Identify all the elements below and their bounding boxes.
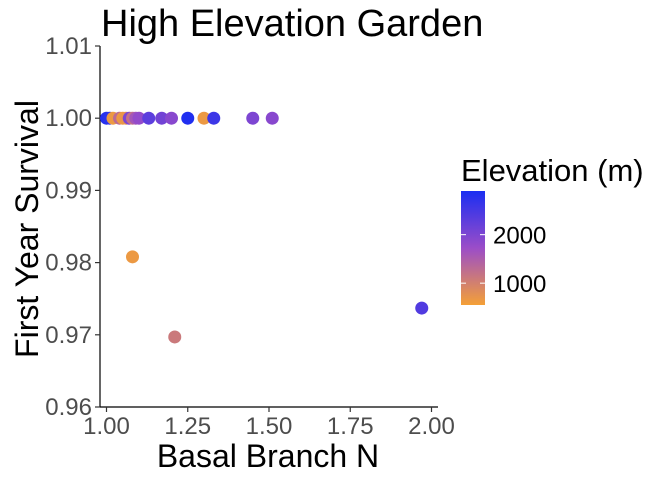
y-tick-label: 1.01 bbox=[45, 33, 92, 60]
x-tick-label: 1.25 bbox=[164, 413, 211, 440]
data-point bbox=[207, 111, 221, 125]
legend-tick-label: 1000 bbox=[493, 271, 546, 298]
data-point bbox=[246, 111, 260, 125]
axes bbox=[99, 46, 438, 408]
y-tick-label: 1.00 bbox=[45, 105, 92, 132]
x-ticks: 1.00 1.25 1.50 1.75 2.00 bbox=[83, 407, 455, 440]
data-point bbox=[165, 111, 178, 125]
y-ticks: 0.96 0.97 0.98 0.99 1.00 1.01 bbox=[45, 33, 100, 421]
x-tick-label: 1.75 bbox=[327, 413, 374, 440]
legend-ticks: 2000 1000 bbox=[461, 223, 546, 298]
data-point bbox=[181, 111, 195, 125]
x-tick-label: 1.00 bbox=[83, 413, 130, 440]
data-point bbox=[197, 111, 211, 125]
y-tick-label: 0.99 bbox=[45, 177, 92, 204]
y-tick-label: 0.97 bbox=[45, 322, 92, 349]
legend-tick-label: 2000 bbox=[493, 223, 546, 250]
data-point bbox=[168, 330, 182, 344]
data-point bbox=[155, 111, 169, 125]
data-points bbox=[100, 111, 429, 344]
x-tick-label: 2.00 bbox=[408, 413, 455, 440]
legend: Elevation (m) 2000 1000 bbox=[461, 153, 644, 305]
legend-colorbar bbox=[461, 191, 485, 305]
chart-title: High Elevation Garden bbox=[101, 3, 483, 45]
y-tick-label: 0.96 bbox=[45, 394, 92, 421]
x-tick-label: 1.50 bbox=[246, 413, 293, 440]
x-axis-title: Basal Branch N bbox=[157, 438, 379, 474]
data-point bbox=[126, 250, 139, 264]
data-point bbox=[415, 301, 429, 315]
data-point bbox=[265, 111, 279, 125]
legend-title: Elevation (m) bbox=[461, 153, 644, 188]
y-axis-title: First Year Survival bbox=[9, 100, 45, 358]
data-point bbox=[132, 111, 146, 125]
y-tick-label: 0.98 bbox=[45, 250, 92, 277]
data-point bbox=[142, 111, 156, 125]
